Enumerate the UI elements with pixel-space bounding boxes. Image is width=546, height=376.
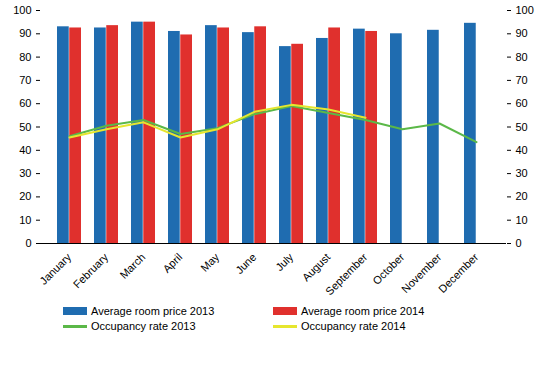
svg-text:30: 30 xyxy=(19,167,31,179)
html-text:Average room price 2014: Average room price 2014 xyxy=(301,305,425,317)
svg-text:80: 80 xyxy=(516,51,528,63)
svg-text:90: 90 xyxy=(516,27,528,39)
svg-text:February: February xyxy=(71,250,111,290)
svg-text:100: 100 xyxy=(516,4,534,16)
svg-text:40: 40 xyxy=(19,144,31,156)
svg-text:0: 0 xyxy=(25,237,31,249)
svg-text:March: March xyxy=(117,251,147,281)
svg-text:70: 70 xyxy=(516,74,528,86)
svg-text:0: 0 xyxy=(516,237,522,249)
svg-text:October: October xyxy=(370,251,406,287)
svg-text:50: 50 xyxy=(19,121,31,133)
svg-text:10: 10 xyxy=(516,214,528,226)
svg-text:50: 50 xyxy=(516,121,528,133)
svg-text:January: January xyxy=(37,250,74,287)
svg-text:60: 60 xyxy=(19,97,31,109)
svg-text:100: 100 xyxy=(13,4,31,16)
svg-text:December: December xyxy=(436,251,481,296)
svg-text:June: June xyxy=(233,251,258,276)
svg-text:30: 30 xyxy=(516,167,528,179)
html-text:Average room price 2013: Average room price 2013 xyxy=(91,305,215,317)
svg-text:70: 70 xyxy=(19,74,31,86)
svg-text:60: 60 xyxy=(516,97,528,109)
svg-text:20: 20 xyxy=(19,190,31,202)
svg-text:November: November xyxy=(399,250,444,296)
html-text:Occupancy rate 2014: Occupancy rate 2014 xyxy=(301,320,406,332)
svg-text:September: September xyxy=(323,251,370,298)
svg-text:August: August xyxy=(300,251,333,284)
svg-text:July: July xyxy=(273,250,296,273)
svg-text:40: 40 xyxy=(516,144,528,156)
svg-text:May: May xyxy=(198,250,222,274)
svg-text:80: 80 xyxy=(19,51,31,63)
svg-text:20: 20 xyxy=(516,190,528,202)
svg-text:April: April xyxy=(160,251,184,275)
html-text:Occupancy rate 2013: Occupancy rate 2013 xyxy=(91,320,196,332)
svg-text:90: 90 xyxy=(19,27,31,39)
svg-text:10: 10 xyxy=(19,214,31,226)
